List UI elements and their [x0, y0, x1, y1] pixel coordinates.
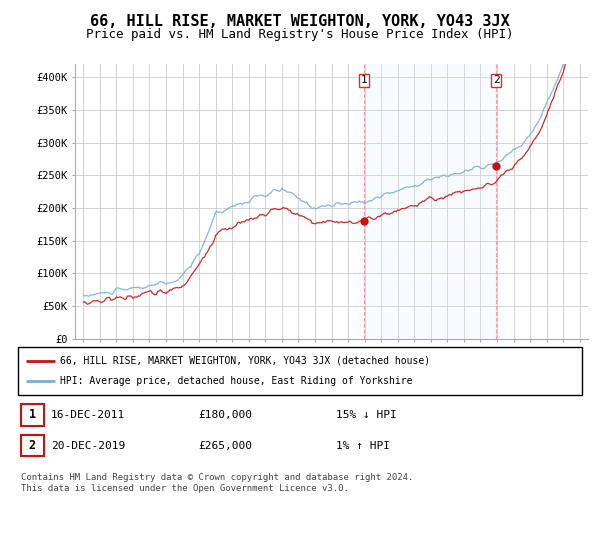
Text: £180,000: £180,000 [198, 410, 252, 420]
Text: Contains HM Land Registry data © Crown copyright and database right 2024.
This d: Contains HM Land Registry data © Crown c… [21, 473, 413, 493]
Text: 20-DEC-2019: 20-DEC-2019 [51, 441, 125, 451]
Text: 1: 1 [361, 76, 367, 85]
Text: Price paid vs. HM Land Registry's House Price Index (HPI): Price paid vs. HM Land Registry's House … [86, 28, 514, 41]
Text: £265,000: £265,000 [198, 441, 252, 451]
Text: 15% ↓ HPI: 15% ↓ HPI [336, 410, 397, 420]
Text: 2: 2 [493, 76, 500, 85]
Text: 16-DEC-2011: 16-DEC-2011 [51, 410, 125, 420]
Bar [364, 64, 496, 339]
Text: 1: 1 [29, 408, 36, 422]
Text: 2: 2 [29, 439, 36, 452]
Text: 66, HILL RISE, MARKET WEIGHTON, YORK, YO43 3JX (detached house): 66, HILL RISE, MARKET WEIGHTON, YORK, YO… [60, 356, 430, 366]
Text: 1% ↑ HPI: 1% ↑ HPI [336, 441, 390, 451]
Text: HPI: Average price, detached house, East Riding of Yorkshire: HPI: Average price, detached house, East… [60, 376, 413, 386]
Text: 66, HILL RISE, MARKET WEIGHTON, YORK, YO43 3JX: 66, HILL RISE, MARKET WEIGHTON, YORK, YO… [90, 14, 510, 29]
